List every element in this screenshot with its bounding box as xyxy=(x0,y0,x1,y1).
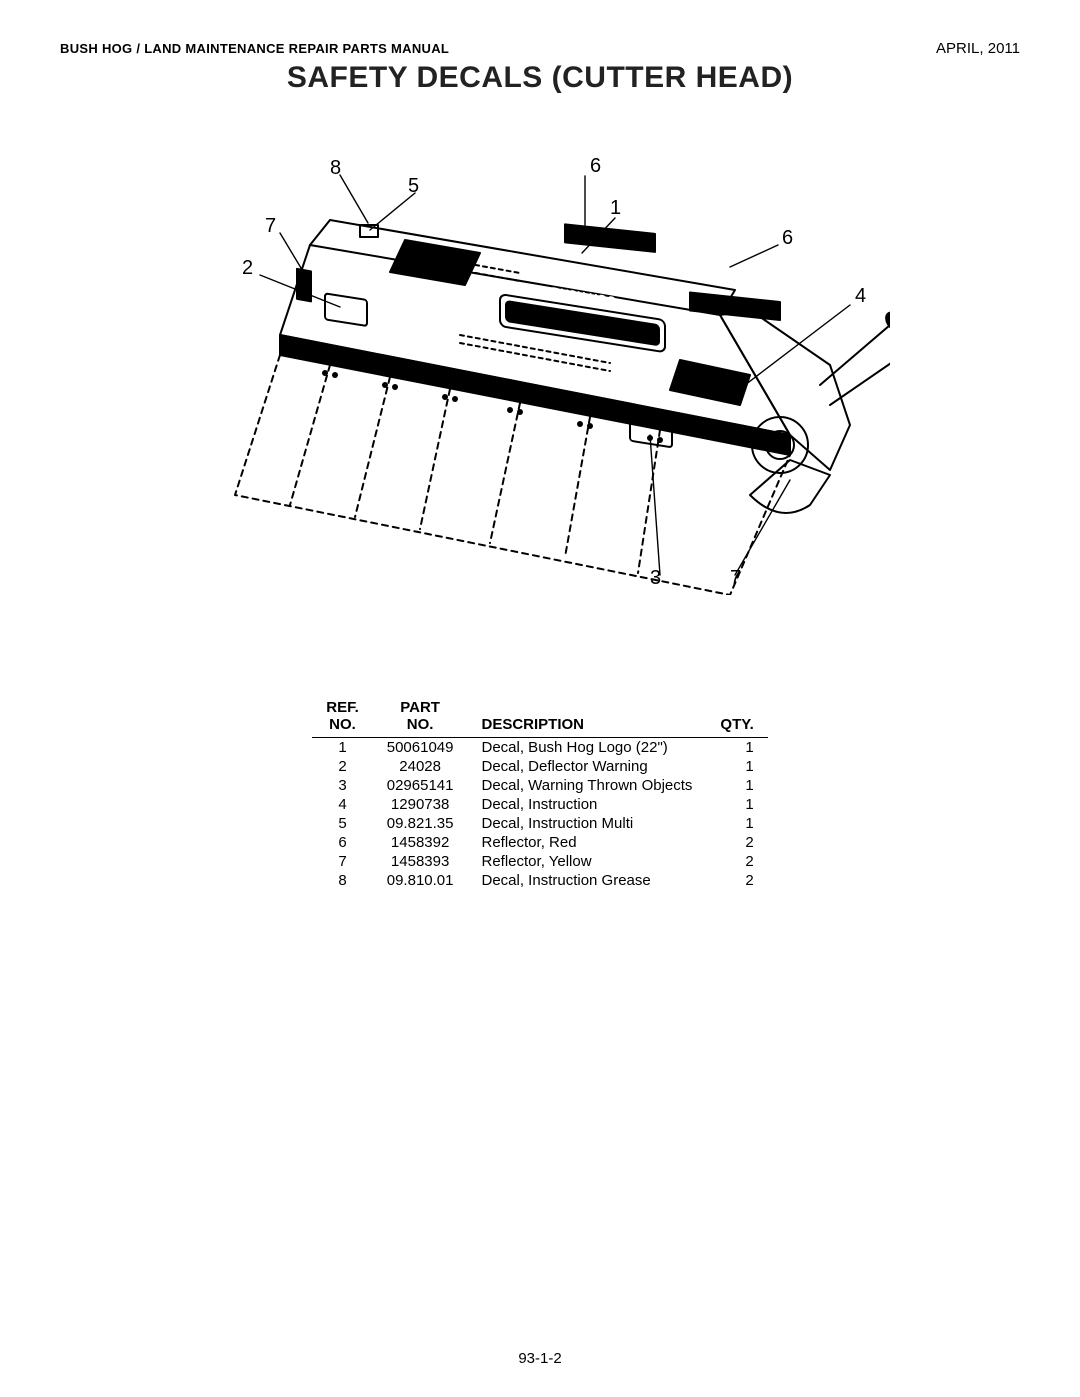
table-row: 809.810.01Decal, Instruction Grease2 xyxy=(312,871,768,890)
table-row: 71458393Reflector, Yellow2 xyxy=(312,852,768,871)
table-row: 150061049Decal, Bush Hog Logo (22")1 xyxy=(312,738,768,758)
table-row: 224028Decal, Deflector Warning1 xyxy=(312,757,768,776)
callout-6b: 6 xyxy=(782,227,793,250)
header-right: APRIL, 2011 xyxy=(936,40,1020,57)
table-head: REF. NO. PART NO. DESCRIPTION QTY. xyxy=(312,695,768,738)
cell-part: 09.810.01 xyxy=(373,871,468,890)
cell-desc: Reflector, Red xyxy=(468,833,707,852)
cell-desc: Decal, Warning Thrown Objects xyxy=(468,776,707,795)
cell-part: 09.821.35 xyxy=(373,814,468,833)
cell-qty: 2 xyxy=(706,852,767,871)
cell-desc: Decal, Instruction Multi xyxy=(468,814,707,833)
table-row: 61458392Reflector, Red2 xyxy=(312,833,768,852)
cell-qty: 1 xyxy=(706,776,767,795)
table-row: 509.821.35Decal, Instruction Multi1 xyxy=(312,814,768,833)
parts-table: REF. NO. PART NO. DESCRIPTION QTY. 15006… xyxy=(312,695,768,890)
cell-qty: 2 xyxy=(706,871,767,890)
cell-desc: Reflector, Yellow xyxy=(468,852,707,871)
table-body: 150061049Decal, Bush Hog Logo (22")12240… xyxy=(312,738,768,891)
header-left: BUSH HOG / LAND MAINTENANCE REPAIR PARTS… xyxy=(60,41,449,56)
table-row: 302965141Decal, Warning Thrown Objects1 xyxy=(312,776,768,795)
cell-desc: Decal, Instruction Grease xyxy=(468,871,707,890)
cell-part: 1458392 xyxy=(373,833,468,852)
cell-ref: 3 xyxy=(312,776,373,795)
callout-7b: 7 xyxy=(730,567,741,590)
callout-5: 5 xyxy=(408,175,419,198)
page-number: 93-1-2 xyxy=(0,1350,1080,1367)
logo-text: BUSH HOG xyxy=(552,284,617,308)
cell-ref: 1 xyxy=(312,738,373,758)
cell-ref: 2 xyxy=(312,757,373,776)
cell-ref: 7 xyxy=(312,852,373,871)
cell-desc: Decal, Instruction xyxy=(468,795,707,814)
callout-3: 3 xyxy=(650,567,661,590)
cell-part: 50061049 xyxy=(373,738,468,758)
cell-ref: 8 xyxy=(312,871,373,890)
col-qty: QTY. xyxy=(706,695,767,738)
page-header: BUSH HOG / LAND MAINTENANCE REPAIR PARTS… xyxy=(60,40,1020,57)
page: BUSH HOG / LAND MAINTENANCE REPAIR PARTS… xyxy=(0,0,1080,1397)
cell-ref: 5 xyxy=(312,814,373,833)
cell-desc: Decal, Bush Hog Logo (22") xyxy=(468,738,707,758)
callout-7a: 7 xyxy=(265,215,276,238)
page-title: SAFETY DECALS (CUTTER HEAD) xyxy=(60,61,1020,95)
callout-1: 1 xyxy=(610,197,621,220)
cell-part: 1290738 xyxy=(373,795,468,814)
cell-part: 02965141 xyxy=(373,776,468,795)
cell-qty: 1 xyxy=(706,757,767,776)
cell-ref: 6 xyxy=(312,833,373,852)
cell-qty: 1 xyxy=(706,795,767,814)
cell-qty: 1 xyxy=(706,814,767,833)
diagram-svg: BUSH HOG xyxy=(190,125,890,595)
cell-qty: 2 xyxy=(706,833,767,852)
callout-6a: 6 xyxy=(590,155,601,178)
cell-ref: 4 xyxy=(312,795,373,814)
cell-part: 24028 xyxy=(373,757,468,776)
col-part: PART NO. xyxy=(373,695,468,738)
callout-8: 8 xyxy=(330,157,341,180)
diagram-cutter-head: BUSH HOG 1 2 3 4 5 6 6 7 7 8 xyxy=(190,125,890,595)
callout-2: 2 xyxy=(242,257,253,280)
cell-qty: 1 xyxy=(706,738,767,758)
table-row: 41290738Decal, Instruction1 xyxy=(312,795,768,814)
cell-part: 1458393 xyxy=(373,852,468,871)
col-ref: REF. NO. xyxy=(312,695,373,738)
cell-desc: Decal, Deflector Warning xyxy=(468,757,707,776)
col-desc: DESCRIPTION xyxy=(468,695,707,738)
callout-4: 4 xyxy=(855,285,866,308)
